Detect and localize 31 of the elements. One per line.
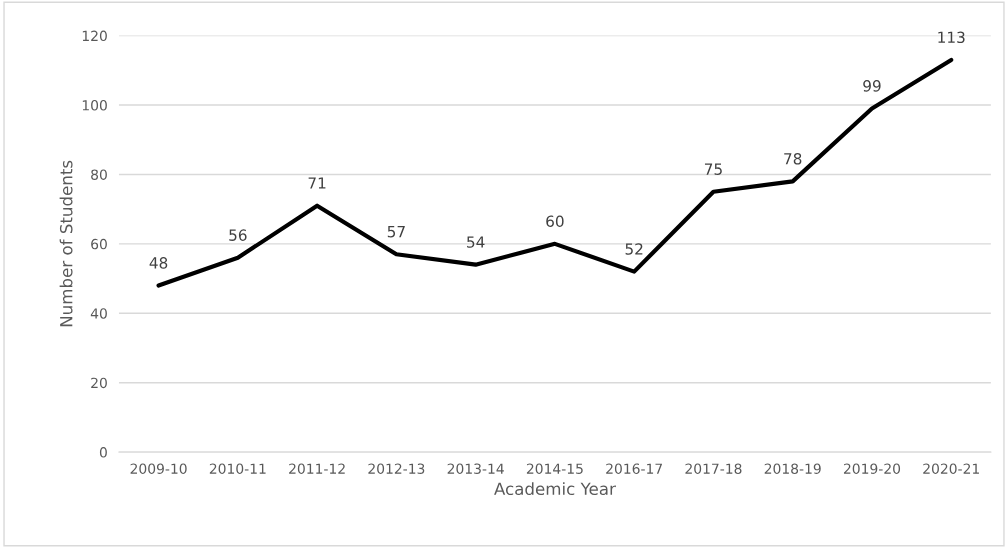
data-label: 113 <box>938 31 965 44</box>
x-tick-label: 2011-12 <box>289 463 345 474</box>
x-tick-label: 2019-20 <box>843 463 901 474</box>
data-label: 75 <box>704 163 722 175</box>
x-tick-label: 2020-21 <box>923 463 979 474</box>
data-label: 78 <box>784 152 802 165</box>
data-label: 60 <box>546 215 564 228</box>
y-tick-label: 20 <box>91 377 107 389</box>
data-label: 56 <box>229 229 247 241</box>
data-label: 48 <box>149 257 168 269</box>
y-tick-label: 100 <box>82 100 107 111</box>
y-tick-label: 80 <box>91 169 107 180</box>
data-label: 99 <box>863 80 881 92</box>
data-label: 71 <box>308 177 326 189</box>
y-tick-label: 60 <box>91 238 107 250</box>
data-label: 57 <box>387 226 405 238</box>
x-tick-label: 2012-13 <box>368 463 425 474</box>
x-tick-label: 2010-11 <box>209 463 266 474</box>
x-tick-label: 2017-18 <box>685 463 742 474</box>
y-axis-title: Number of Students <box>59 160 73 327</box>
y-tick-label: 120 <box>82 30 107 42</box>
x-tick-label: 2016-17 <box>606 463 662 474</box>
x-tick-label: 2014-15 <box>526 463 583 474</box>
data-label: 54 <box>467 236 485 248</box>
y-tick-label: 40 <box>90 308 107 319</box>
x-tick-label: 2018-19 <box>764 463 821 474</box>
data-label: 52 <box>625 243 643 255</box>
x-tick-label: 2013-14 <box>447 463 504 474</box>
x-tick-label: 2009-10 <box>130 463 187 474</box>
x-axis-title: Academic Year <box>494 482 616 496</box>
y-tick-label: 0 <box>99 447 107 458</box>
